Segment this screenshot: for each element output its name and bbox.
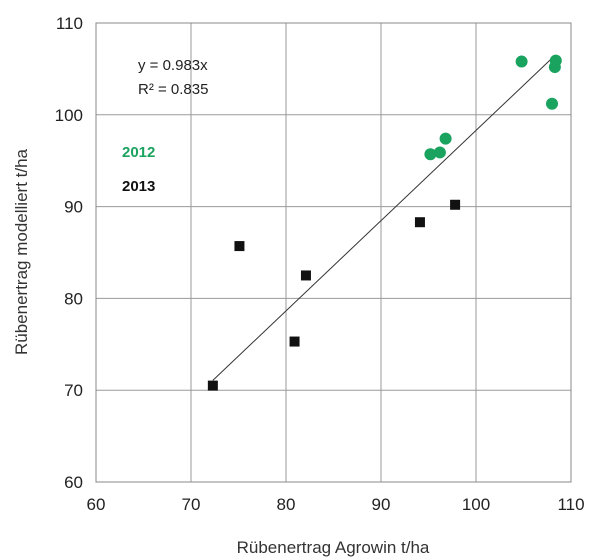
legend-2013: 2013 <box>122 178 155 195</box>
trendline-equation: y = 0.983x <box>138 57 208 74</box>
data-point-2013 <box>207 380 218 391</box>
data-point-2013 <box>450 199 461 210</box>
x-tick-label: 90 <box>372 495 391 514</box>
data-point-2012 <box>424 148 437 161</box>
y-tick-label: 110 <box>56 14 83 33</box>
data-point-2013 <box>289 336 300 347</box>
data-point-2012 <box>515 55 528 68</box>
x-tick-label: 110 <box>557 495 584 514</box>
data-point-2013 <box>234 241 245 252</box>
data-point-2012 <box>549 54 562 67</box>
y-tick-labels: 60 70 80 90 100 110 <box>55 14 83 492</box>
legend-2012: 2012 <box>122 144 155 161</box>
plot-border <box>95 22 572 483</box>
trendline <box>212 55 556 381</box>
x-tick-labels: 60 70 80 90 100 110 <box>87 495 585 514</box>
y-tick-label: 70 <box>64 381 83 400</box>
x-tick-label: 60 <box>87 495 106 514</box>
data-point-2013 <box>414 217 425 228</box>
x-tick-label: 70 <box>182 495 201 514</box>
r-squared-label: R² = 0.835 <box>138 81 208 98</box>
data-point-2012 <box>439 132 452 145</box>
data-point-2013 <box>300 270 311 281</box>
data-point-2012 <box>433 146 446 159</box>
data-points <box>207 54 562 391</box>
y-tick-label: 100 <box>55 106 83 125</box>
y-tick-label: 90 <box>64 198 83 217</box>
y-axis-title: Rübenertrag modelliert t/ha <box>12 148 31 355</box>
x-tick-label: 80 <box>277 495 296 514</box>
data-point-2012 <box>546 97 558 110</box>
y-tick-label: 60 <box>64 473 83 492</box>
x-tick-label: 100 <box>462 495 490 514</box>
y-tick-label: 80 <box>64 289 83 308</box>
x-axis-title: Rübenertrag Agrowin t/ha <box>237 538 430 557</box>
plot-area <box>96 23 571 482</box>
